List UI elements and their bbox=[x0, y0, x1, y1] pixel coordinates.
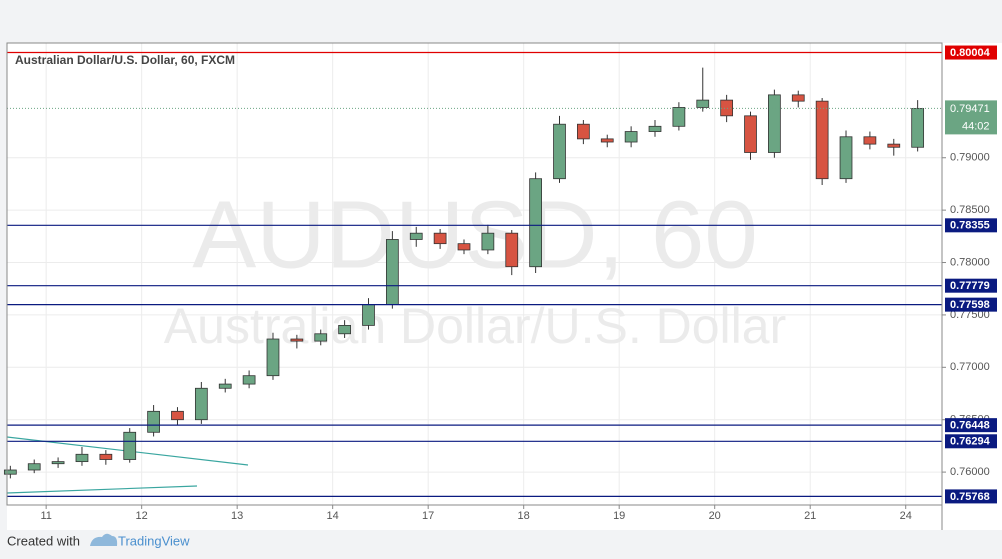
candle-body bbox=[290, 338, 304, 342]
y-tick-label: 0.79000 bbox=[950, 152, 990, 164]
candle-body bbox=[696, 99, 710, 108]
candle-body bbox=[314, 333, 328, 342]
level-label-box bbox=[945, 278, 997, 293]
level-label: 0.75768 bbox=[950, 491, 990, 503]
candle-body bbox=[505, 232, 519, 268]
level-label: 0.78355 bbox=[950, 220, 990, 232]
candle-body bbox=[3, 469, 17, 475]
countdown-label: 44:02 bbox=[962, 120, 990, 132]
y-tick-label: 0.78500 bbox=[950, 204, 990, 216]
candle-body bbox=[75, 453, 89, 463]
level-label-box bbox=[945, 418, 997, 433]
x-tick-label: 19 bbox=[613, 510, 625, 522]
candle-body bbox=[27, 463, 41, 471]
y-tick-label: 0.78000 bbox=[950, 256, 990, 268]
y-tick-label: 0.76000 bbox=[950, 466, 990, 478]
current-price-box bbox=[945, 100, 997, 135]
trendline bbox=[6, 485, 198, 494]
candle-body bbox=[242, 375, 256, 385]
x-tick-label: 21 bbox=[804, 510, 816, 522]
x-tick-label: 13 bbox=[231, 510, 243, 522]
candle-body bbox=[791, 94, 805, 102]
current-price-label: 0.79471 bbox=[950, 103, 990, 115]
candle-body bbox=[433, 232, 447, 245]
x-tick-label: 18 bbox=[518, 510, 530, 522]
x-tick-label: 12 bbox=[136, 510, 148, 522]
candle-body bbox=[218, 383, 232, 389]
chart-title: Australian Dollar/U.S. Dollar, 60, FXCM bbox=[15, 53, 235, 67]
footer-created: Created with bbox=[7, 533, 80, 548]
candle-body bbox=[553, 123, 566, 180]
candle-body bbox=[887, 143, 901, 148]
x-tick-label: 11 bbox=[40, 510, 51, 522]
y-tick-label: 0.77000 bbox=[950, 361, 990, 373]
candle-body bbox=[123, 431, 137, 460]
candle-body bbox=[815, 100, 829, 180]
candle-body bbox=[338, 324, 351, 335]
candle-body bbox=[385, 239, 399, 305]
tradingview-logo bbox=[90, 533, 118, 546]
candle-body bbox=[911, 108, 925, 148]
candle-body bbox=[529, 178, 542, 268]
candle-body bbox=[839, 136, 853, 180]
level-label: 0.76294 bbox=[950, 436, 991, 448]
x-tick-label: 17 bbox=[422, 510, 434, 522]
candle-body bbox=[481, 232, 495, 251]
candle-body bbox=[744, 115, 757, 153]
plot-background bbox=[7, 43, 1002, 530]
x-tick-label: 24 bbox=[900, 510, 912, 522]
y-tick-label: 0.77500 bbox=[950, 309, 990, 321]
candle-body bbox=[863, 136, 877, 145]
x-tick-label: 20 bbox=[709, 510, 721, 522]
candle-body bbox=[266, 338, 280, 377]
candle-body bbox=[99, 453, 113, 460]
candle-body bbox=[51, 461, 65, 465]
watermark-symbol: AUDUSD, 60 bbox=[192, 181, 758, 288]
candle-body bbox=[194, 387, 208, 421]
candle-body bbox=[624, 131, 638, 143]
footer-brand[interactable]: TradingView bbox=[118, 533, 190, 548]
level-label: 0.76448 bbox=[950, 420, 990, 432]
candle-body bbox=[362, 304, 375, 326]
watermark-description: Australian Dollar/U.S. Dollar bbox=[164, 298, 786, 354]
level-label: 0.77779 bbox=[950, 280, 990, 292]
candle-body bbox=[409, 232, 423, 240]
level-label-box bbox=[945, 45, 997, 60]
candle-body bbox=[768, 94, 781, 153]
x-tick-label: 14 bbox=[327, 510, 339, 522]
level-label: 0.77598 bbox=[950, 299, 990, 311]
level-label-box bbox=[945, 297, 997, 312]
candle-body bbox=[147, 410, 160, 433]
level-label: 0.80004 bbox=[950, 47, 991, 59]
level-label-box bbox=[945, 489, 997, 504]
candle-body bbox=[457, 243, 471, 251]
candle-body bbox=[600, 138, 614, 143]
candle-body bbox=[648, 125, 662, 132]
candle-body bbox=[720, 99, 734, 117]
level-label-box bbox=[945, 434, 997, 449]
candle-body bbox=[672, 107, 686, 127]
level-label-box bbox=[945, 218, 997, 233]
candle-body bbox=[577, 123, 590, 140]
candle-body bbox=[171, 410, 184, 421]
